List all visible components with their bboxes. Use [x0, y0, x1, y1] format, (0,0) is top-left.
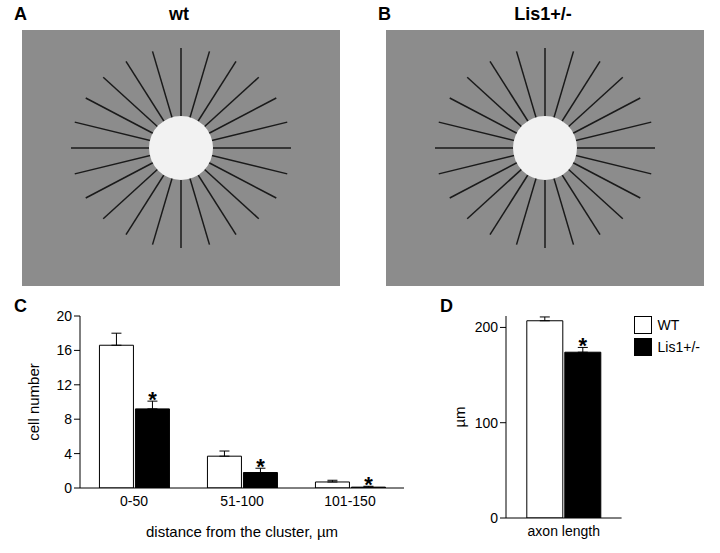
html-text:C: C [14, 296, 27, 316]
svg-text:*: * [364, 472, 373, 497]
svg-text:*: * [579, 333, 588, 358]
html-text:wt: wt [169, 4, 189, 24]
svg-text:µm: µm [451, 406, 468, 427]
svg-text:0-50: 0-50 [120, 493, 148, 509]
svg-text:0: 0 [490, 510, 498, 526]
svg-text:200: 200 [475, 319, 499, 335]
svg-text:cell number: cell number [25, 363, 42, 441]
html-text:Lis1+/-: Lis1+/- [514, 4, 572, 24]
svg-text:16: 16 [56, 342, 72, 358]
svg-text:8: 8 [64, 411, 72, 427]
html-text:Lis1+/-: Lis1+/- [657, 339, 700, 355]
svg-text:20: 20 [56, 308, 72, 324]
svg-text:distance from the cluster, µm: distance from the cluster, µm [146, 523, 338, 540]
svg-text:4: 4 [64, 446, 72, 462]
html-text:D: D [440, 296, 453, 316]
svg-text:*: * [148, 387, 157, 412]
svg-text:100: 100 [475, 415, 499, 431]
svg-text:0: 0 [64, 480, 72, 496]
svg-text:12: 12 [56, 377, 72, 393]
html-text:B: B [378, 4, 391, 24]
svg-text:*: * [256, 454, 265, 479]
svg-text:101-150: 101-150 [324, 492, 376, 509]
html-text:A: A [14, 4, 27, 24]
html-text:WT: WT [657, 317, 680, 333]
svg-text:51-100: 51-100 [220, 493, 264, 509]
svg-text:axon length: axon length [528, 523, 600, 539]
